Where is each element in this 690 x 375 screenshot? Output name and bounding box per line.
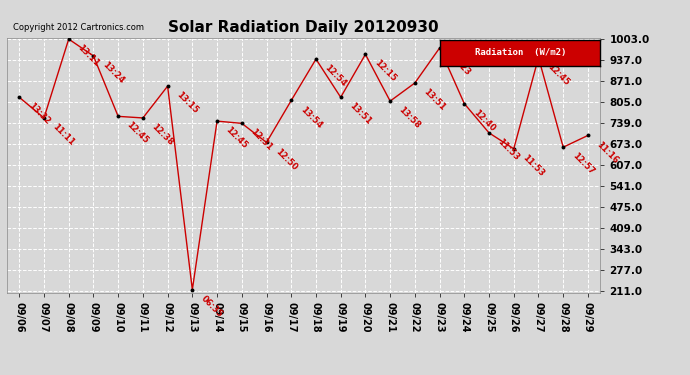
- Text: 12:45: 12:45: [224, 125, 249, 151]
- Point: [261, 140, 272, 146]
- Point: [533, 54, 544, 60]
- Text: 13:15: 13:15: [175, 90, 200, 116]
- Text: 12:31: 12:31: [248, 128, 274, 153]
- Point: [360, 51, 371, 57]
- Text: 13:11: 13:11: [76, 43, 101, 69]
- Point: [14, 94, 25, 100]
- Point: [558, 144, 569, 150]
- Point: [310, 56, 322, 62]
- Text: 11:11: 11:11: [51, 122, 77, 147]
- Text: 12:23: 12:23: [446, 52, 472, 78]
- Point: [187, 286, 198, 292]
- Point: [236, 120, 247, 126]
- Point: [582, 132, 593, 138]
- Text: 06:35: 06:35: [199, 294, 224, 319]
- Text: 11:53: 11:53: [496, 137, 521, 162]
- Point: [434, 45, 445, 51]
- Point: [286, 98, 297, 104]
- Text: 13:51: 13:51: [348, 102, 373, 127]
- Point: [484, 130, 495, 136]
- Text: 12:45: 12:45: [545, 62, 571, 87]
- Point: [63, 36, 75, 42]
- Point: [212, 118, 223, 124]
- Text: 11:16: 11:16: [595, 140, 620, 165]
- Text: 12:15: 12:15: [373, 58, 397, 84]
- Point: [509, 146, 520, 152]
- Text: 13:32: 13:32: [26, 102, 51, 127]
- Point: [459, 100, 470, 106]
- Text: 13:24: 13:24: [100, 60, 126, 86]
- Point: [409, 80, 420, 86]
- Text: 12:54: 12:54: [323, 63, 348, 88]
- Point: [39, 115, 50, 121]
- Title: Solar Radiation Daily 20120930: Solar Radiation Daily 20120930: [168, 20, 439, 35]
- Text: 11:53: 11:53: [521, 153, 546, 178]
- Point: [137, 115, 148, 121]
- Text: 12:57: 12:57: [570, 152, 595, 177]
- Point: [335, 94, 346, 100]
- Text: Copyright 2012 Cartronics.com: Copyright 2012 Cartronics.com: [13, 23, 144, 32]
- Text: 12:50: 12:50: [273, 147, 299, 172]
- Point: [384, 98, 395, 104]
- Text: 12:38: 12:38: [150, 122, 175, 147]
- Text: 13:58: 13:58: [397, 105, 422, 130]
- Point: [88, 53, 99, 59]
- Text: 13:51: 13:51: [422, 87, 447, 112]
- Text: 13:54: 13:54: [298, 105, 324, 130]
- Text: 12:45: 12:45: [125, 120, 150, 146]
- Text: 12:40: 12:40: [471, 108, 497, 133]
- Point: [162, 83, 173, 89]
- Point: [112, 113, 124, 119]
